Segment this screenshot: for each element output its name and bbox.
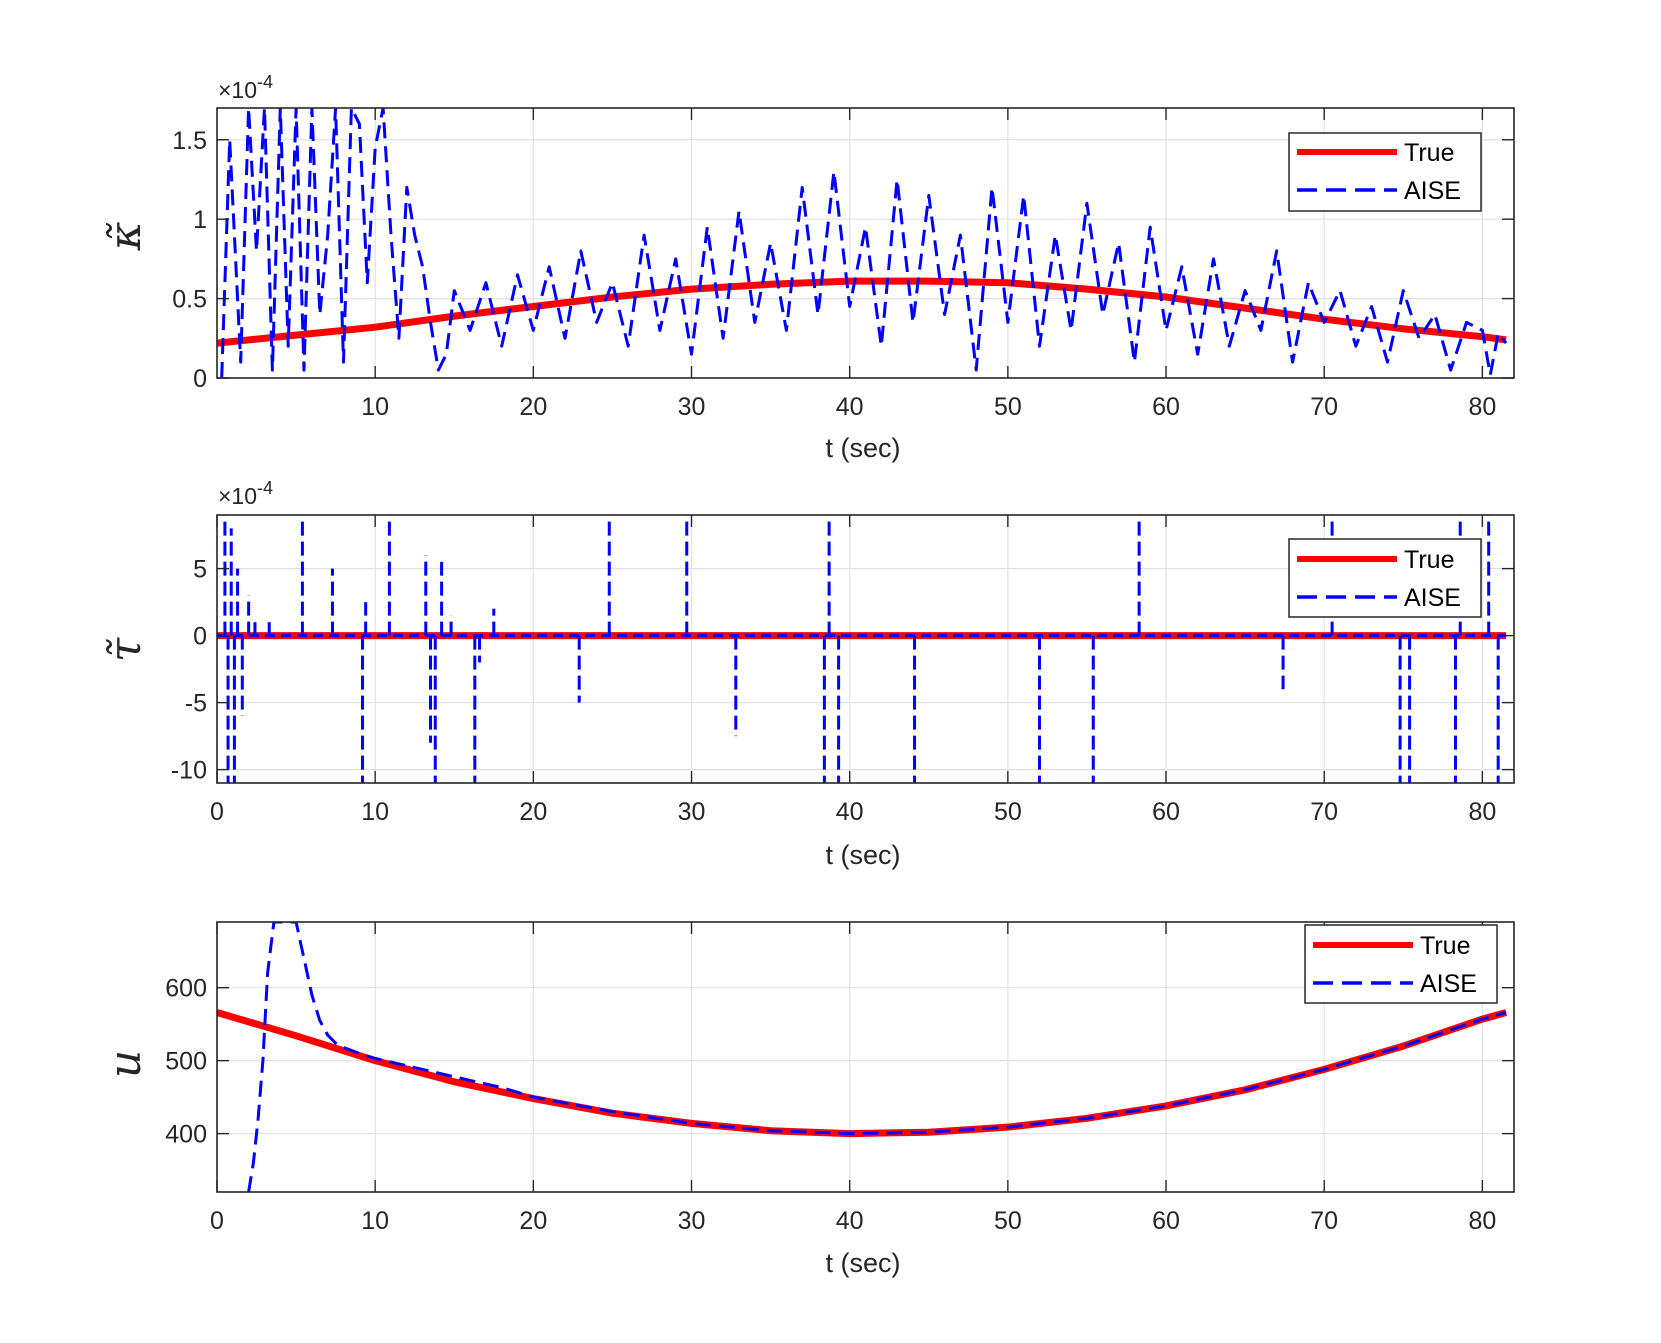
tau-x-tick-label: 20 <box>519 798 547 826</box>
u-legend-box <box>1304 924 1498 1004</box>
u-x-tick-label: 40 <box>836 1207 864 1235</box>
tau-x-tick-label: 40 <box>836 798 864 826</box>
kappa-y-tick-label: 1.5 <box>172 127 207 155</box>
tau-legend: True AISE <box>1288 538 1482 618</box>
u-series-area <box>217 922 1508 1192</box>
kappa-y-axis-label: κ̃ <box>100 221 151 251</box>
kappa-series-aise-line <box>220 108 1508 378</box>
u-plot-clip <box>217 922 1508 1192</box>
tau-axes-box <box>216 514 1515 784</box>
tau-y-tick-label: -5 <box>185 690 207 718</box>
tau-x-tick-label: 60 <box>1152 798 1180 826</box>
tau-x-tick-label: 10 <box>361 798 389 826</box>
kappa-y-tick-label: 0.5 <box>172 286 207 314</box>
u-legend-aise-label: AISE <box>1420 970 1477 998</box>
tau-y-tick-label: 0 <box>193 623 207 651</box>
kappa-legend-aise-label: AISE <box>1404 177 1461 205</box>
tau-x-tick-label: 0 <box>210 798 224 826</box>
tau-x-axis-label: t (sec) <box>825 840 900 870</box>
tau-ticks: 0 10 20 30 40 50 60 70 80 -10 -5 0 5 <box>171 515 1514 826</box>
u-x-tick-label: 20 <box>519 1207 547 1235</box>
kappa-x-tick-label: 40 <box>836 393 864 421</box>
tau-y-tick-label: 5 <box>193 556 207 584</box>
u-axes-box <box>216 921 1515 1193</box>
u-x-axis-label: t (sec) <box>825 1248 900 1278</box>
kappa-series-area <box>217 108 1508 378</box>
u-y-tick-label: 400 <box>165 1121 207 1149</box>
u-x-tick-label: 30 <box>678 1207 706 1235</box>
kappa-x-tick-label: 60 <box>1152 393 1180 421</box>
tau-legend-true-label: True <box>1404 546 1454 574</box>
tau-exponent-label: ×10-4 <box>218 478 273 509</box>
kappa-x-tick-label: 80 <box>1468 393 1496 421</box>
kappa-axes-box <box>216 107 1515 379</box>
u-x-tick-label: 70 <box>1310 1207 1338 1235</box>
tau-x-tick-label: 30 <box>678 798 706 826</box>
u-legend: True AISE <box>1304 924 1498 1004</box>
u-panel: 0 10 20 30 40 50 60 70 80 400 500 600 t (sec) u Tru… <box>100 921 1515 1278</box>
kappa-legend-true-label: True <box>1404 139 1454 167</box>
kappa-y-tick-label: 1 <box>193 206 207 234</box>
tau-y-axis-label: τ̃ <box>100 637 151 662</box>
tau-x-tick-label: 70 <box>1310 798 1338 826</box>
kappa-panel: 10 20 30 40 50 60 70 80 0 0.5 1 1.5 ×10-4 t (sec) κ… <box>100 72 1515 463</box>
kappa-ticks: 10 20 30 40 50 60 70 80 0 0.5 1 1.5 <box>172 108 1514 421</box>
kappa-legend: True AISE <box>1288 132 1482 212</box>
kappa-y-tick-label: 0 <box>193 365 207 393</box>
kappa-x-tick-label: 20 <box>519 393 547 421</box>
kappa-exponent-label: ×10-4 <box>218 72 273 103</box>
u-x-tick-label: 80 <box>1468 1207 1496 1235</box>
tau-legend-box <box>1288 538 1482 618</box>
u-x-tick-label: 10 <box>361 1207 389 1235</box>
u-y-tick-label: 500 <box>165 1048 207 1076</box>
kappa-x-axis-label: t (sec) <box>825 433 900 463</box>
u-x-tick-label: 50 <box>994 1207 1022 1235</box>
u-y-tick-label: 600 <box>165 975 207 1003</box>
tau-y-tick-label: -10 <box>171 757 207 785</box>
kappa-plot-clip <box>217 108 1508 378</box>
tau-legend-aise-label: AISE <box>1404 584 1461 612</box>
u-legend-true-label: True <box>1420 932 1470 960</box>
u-x-tick-label: 0 <box>210 1207 224 1235</box>
kappa-x-tick-label: 10 <box>361 393 389 421</box>
u-ticks: 0 10 20 30 40 50 60 70 80 400 500 600 <box>165 922 1514 1235</box>
tau-x-tick-label: 50 <box>994 798 1022 826</box>
kappa-x-tick-label: 50 <box>994 393 1022 421</box>
tau-panel: 0 10 20 30 40 50 60 70 80 -10 -5 0 5 ×10-4 t (sec) τ… <box>100 478 1515 870</box>
u-x-tick-label: 60 <box>1152 1207 1180 1235</box>
tau-x-tick-label: 80 <box>1468 798 1496 826</box>
kappa-x-tick-label: 30 <box>678 393 706 421</box>
kappa-series-true-line <box>217 277 1507 347</box>
kappa-legend-box <box>1288 132 1482 212</box>
kappa-x-tick-label: 70 <box>1310 393 1338 421</box>
u-series-aise-line <box>247 922 1507 1192</box>
u-y-axis-label: u <box>100 1050 151 1078</box>
